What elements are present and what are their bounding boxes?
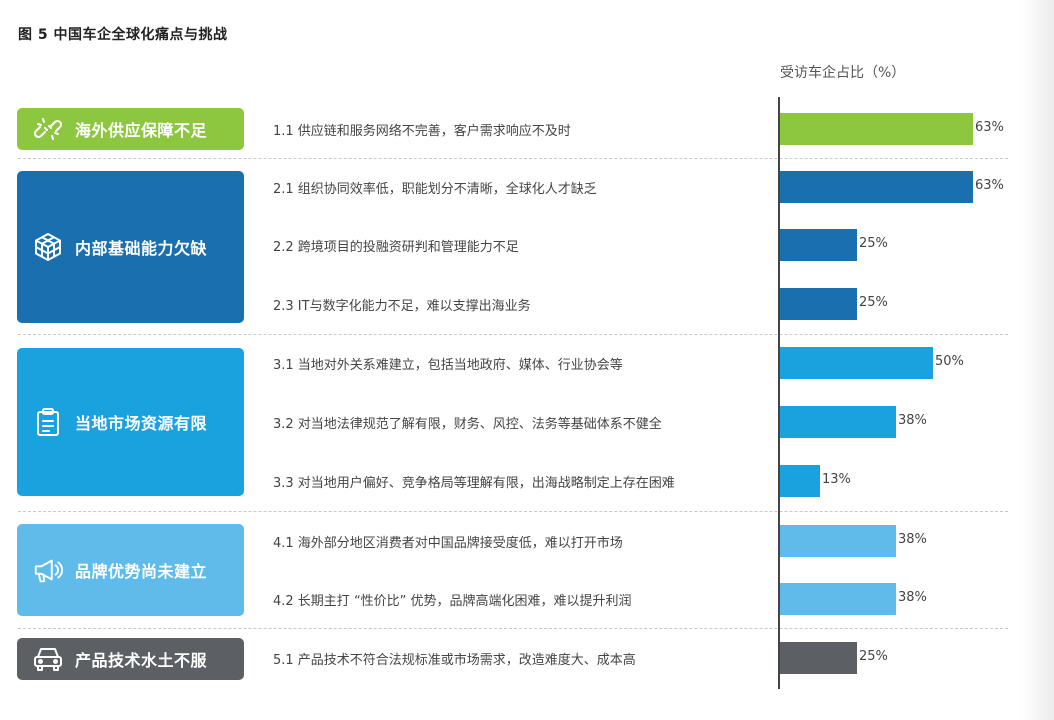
group-label: 海外供应保障不足 [75,121,208,140]
bar [780,347,933,379]
group-box-supply: 海外供应保障不足 [17,108,244,150]
group-box-local-market: 当地市场资源有限 [17,348,244,496]
item-label: 4.2 长期主打 “性价比” 优势，品牌高端化困难，难以提升利润 [273,594,632,609]
item-label: 3.1 当地对外关系难建立，包括当地政府、媒体、行业协会等 [273,358,623,373]
group-divider [18,511,1008,512]
group-box-product: 产品技术水土不服 [17,638,244,680]
bar [780,525,896,557]
item-label: 3.2 对当地法律规范了解有限，财务、风控、法务等基础体系不健全 [273,417,662,432]
bar [780,288,857,320]
bar [780,171,973,203]
value-label: 38% [898,532,927,547]
group-label: 内部基础能力欠缺 [75,239,208,258]
value-label: 25% [859,649,888,664]
page-edge-shadow [1020,0,1054,720]
axis-title: 受访车企占比（%） [780,65,906,81]
group-divider [18,158,1008,159]
bar [780,642,857,674]
value-label: 38% [898,590,927,605]
item-label: 2.1 组织协同效率低，职能划分不清晰，全球化人才缺乏 [273,182,597,197]
value-label: 25% [859,236,888,251]
group-label: 当地市场资源有限 [75,414,208,433]
group-box-internal: 内部基础能力欠缺 [17,171,244,323]
item-label: 2.2 跨境项目的投融资研判和管理能力不足 [273,240,519,255]
cube-network-icon [33,232,63,262]
figure-title: 图 5 中国车企全球化痛点与挑战 [18,27,228,43]
value-label: 50% [935,354,964,369]
value-label: 25% [859,295,888,310]
y-axis-line [778,97,780,689]
group-label: 产品技术水土不服 [75,651,208,670]
group-box-brand: 品牌优势尚未建立 [17,524,244,616]
value-label: 63% [975,120,1004,135]
group-divider [18,334,1008,335]
bar [780,113,973,145]
broken-link-icon [33,114,63,144]
bar [780,406,896,438]
bar [780,465,820,497]
bar [780,229,857,261]
megaphone-icon [33,555,63,585]
clipboard-icon [33,407,63,437]
value-label: 63% [975,178,1004,193]
car-icon [33,644,63,674]
value-label: 38% [898,413,927,428]
item-label: 5.1 产品技术不符合法规标准或市场需求，改造难度大、成本高 [273,653,636,668]
group-label: 品牌优势尚未建立 [75,562,208,581]
group-divider [18,628,1008,629]
item-label: 4.1 海外部分地区消费者对中国品牌接受度低，难以打开市场 [273,536,623,551]
item-label: 2.3 IT与数字化能力不足，难以支撑出海业务 [273,299,531,314]
bar [780,583,896,615]
item-label: 3.3 对当地用户偏好、竞争格局等理解有限，出海战略制定上存在困难 [273,476,675,491]
value-label: 13% [822,472,851,487]
item-label: 1.1 供应链和服务网络不完善，客户需求响应不及时 [273,124,571,139]
